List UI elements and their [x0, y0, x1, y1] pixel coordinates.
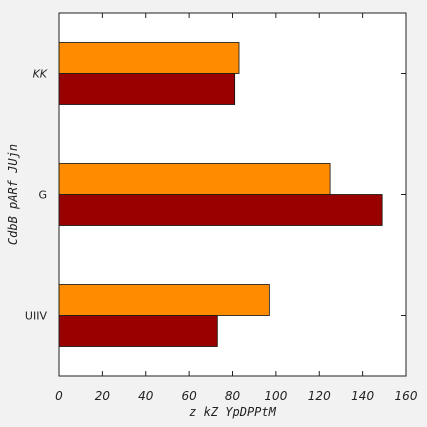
x-tick-label: 20	[95, 389, 111, 403]
y-tick-label: KK	[33, 68, 48, 81]
x-axis-label: z kZ YpDPPtM	[189, 405, 276, 419]
x-tick-label: 100	[264, 389, 287, 403]
bar-g-series-2	[58, 163, 331, 195]
bars-group	[58, 42, 383, 347]
x-tick-label: 140	[351, 389, 374, 403]
x-tick-label: 80	[225, 389, 241, 403]
x-tick-label: 40	[138, 389, 154, 403]
bar-uiiv-series-2	[58, 284, 270, 316]
x-tick-label: 60	[181, 389, 197, 403]
bar-g-series-1	[58, 194, 383, 226]
x-axis: 0 20 40 60 80 100 120 140 160	[55, 13, 418, 403]
y-tick-label: G	[38, 189, 47, 202]
bar-uiiv-series-1	[58, 315, 218, 347]
y-axis: UIIV G KK	[25, 68, 406, 323]
y-axis-label: CdbB pARf JUjn	[6, 144, 20, 245]
bar-kk-series-2	[58, 42, 240, 74]
bar-kk-series-1	[58, 73, 236, 105]
y-tick-label: UIIV	[25, 310, 48, 323]
x-tick-label: 0	[55, 389, 63, 403]
x-tick-label: 120	[308, 389, 331, 403]
x-tick-label: 160	[395, 389, 418, 403]
